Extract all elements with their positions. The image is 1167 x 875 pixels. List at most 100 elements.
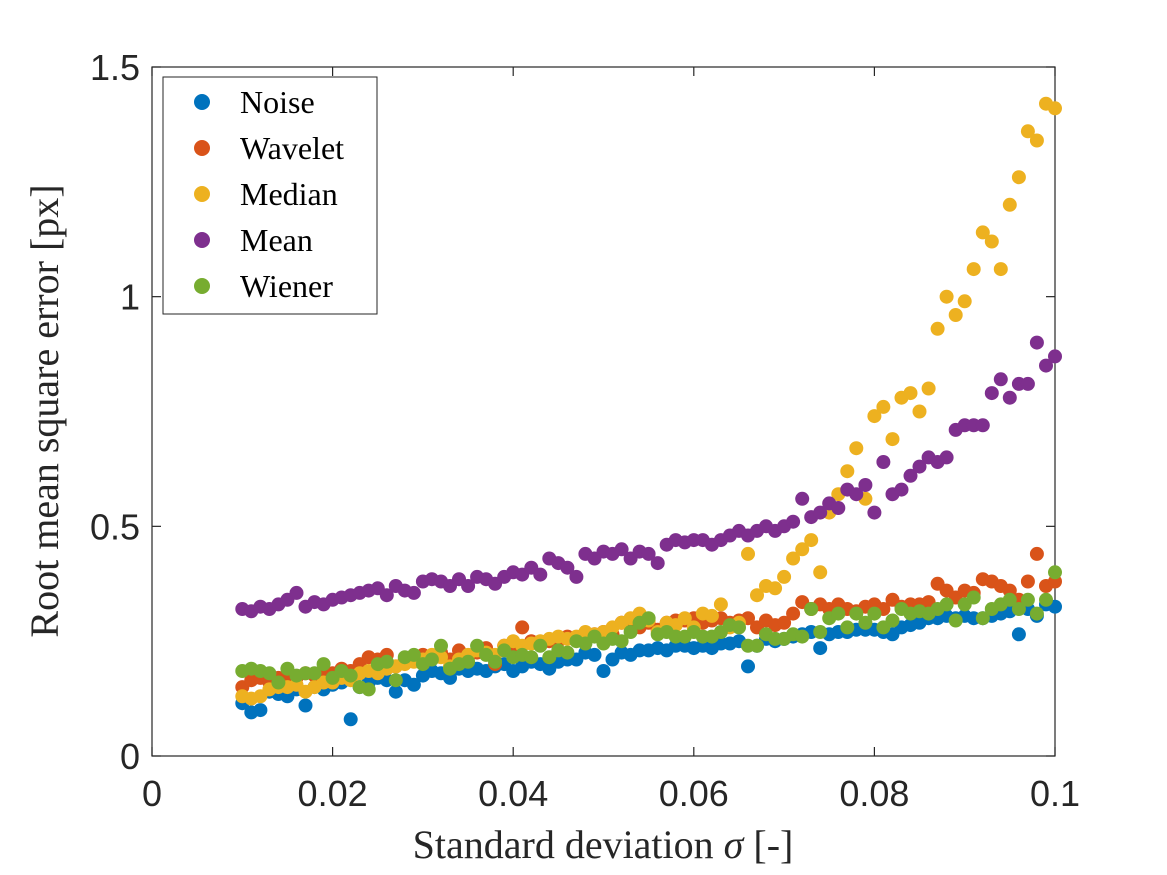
data-point [1020, 124, 1035, 139]
data-point [885, 613, 900, 628]
data-point [650, 556, 665, 571]
data-point [262, 666, 277, 681]
x-tick-label: 0.06 [659, 773, 729, 814]
data-point [1029, 335, 1044, 350]
data-point [795, 629, 810, 644]
data-point [984, 234, 999, 249]
y-tick-label: 0.5 [90, 506, 140, 547]
legend-label: Median [240, 176, 338, 212]
data-point [343, 668, 358, 683]
data-point [641, 546, 656, 561]
data-point [524, 650, 539, 665]
data-point [777, 569, 792, 584]
data-point [867, 505, 882, 520]
data-point [307, 666, 322, 681]
x-tick-label: 0.04 [478, 773, 548, 814]
data-point [1011, 602, 1026, 616]
data-point [713, 597, 728, 612]
y-tick-label: 1.5 [90, 47, 140, 88]
data-point [948, 613, 963, 628]
data-point [1002, 592, 1017, 607]
data-point [813, 505, 828, 520]
data-point [470, 638, 485, 653]
data-point [813, 641, 828, 656]
data-point [560, 645, 575, 660]
y-axis-label: Root mean square error [px] [22, 184, 67, 637]
data-point [786, 514, 801, 529]
data-point [741, 546, 755, 561]
data-point [560, 560, 575, 575]
legend-marker [194, 232, 210, 248]
data-point [876, 399, 891, 414]
data-point [271, 675, 286, 690]
data-point [388, 684, 403, 699]
data-point [795, 491, 810, 506]
data-point [849, 487, 864, 502]
data-point [406, 677, 421, 692]
data-point [1002, 390, 1017, 405]
data-point [1048, 101, 1062, 116]
data-point [777, 615, 792, 630]
data-point [587, 647, 602, 662]
data-point [768, 581, 783, 596]
data-point [849, 606, 864, 621]
data-point [795, 542, 810, 557]
data-point [461, 579, 476, 593]
data-point [253, 703, 268, 718]
legend-marker [194, 94, 210, 110]
data-point [361, 682, 376, 697]
data-point [912, 404, 927, 419]
data-point [289, 585, 304, 600]
legend: Noise Wavelet Median Mean Wiener [162, 76, 378, 315]
data-point [316, 657, 331, 672]
data-point [813, 625, 828, 639]
data-point [867, 409, 882, 424]
data-point [1048, 349, 1062, 364]
data-point [569, 569, 584, 584]
data-point [614, 634, 629, 649]
data-point [993, 372, 1008, 387]
data-point [406, 585, 421, 600]
x-axis-label: Standard deviation σ [-] [413, 822, 794, 867]
data-point [939, 597, 954, 612]
data-point [804, 533, 819, 548]
data-point [1029, 133, 1044, 148]
data-point [1048, 565, 1062, 580]
data-point [1020, 592, 1035, 607]
data-point [1002, 197, 1017, 212]
data-point [813, 565, 828, 580]
data-point [993, 262, 1008, 277]
data-point [849, 441, 864, 456]
data-point [488, 654, 503, 669]
data-point [1039, 358, 1053, 373]
legend-label: Noise [240, 84, 315, 120]
data-point [939, 450, 954, 465]
data-point [975, 611, 990, 626]
x-axis-label-symbol: σ [724, 822, 745, 867]
data-point [948, 308, 963, 322]
data-point [786, 551, 801, 566]
data-point [1011, 627, 1026, 642]
legend-label: Mean [240, 222, 313, 258]
data-point [1039, 592, 1053, 607]
data-point [677, 611, 692, 626]
data-points [235, 96, 1062, 727]
x-tick-label: 0.1 [1030, 773, 1080, 814]
data-point [831, 606, 846, 621]
data-point [1029, 546, 1044, 561]
legend-marker [194, 186, 210, 202]
data-point [750, 588, 764, 603]
data-point [596, 664, 611, 678]
y-axis: 0 0.5 1 1.5 [90, 47, 1055, 777]
data-point [343, 712, 358, 727]
data-point [732, 620, 746, 635]
data-point [533, 638, 548, 653]
series-wiener [235, 565, 1062, 697]
data-point [858, 478, 873, 492]
x-axis-label-unit: [-] [753, 822, 793, 867]
data-point [515, 620, 530, 635]
data-point [966, 590, 981, 605]
data-point [533, 567, 548, 582]
series-mean [235, 335, 1062, 619]
